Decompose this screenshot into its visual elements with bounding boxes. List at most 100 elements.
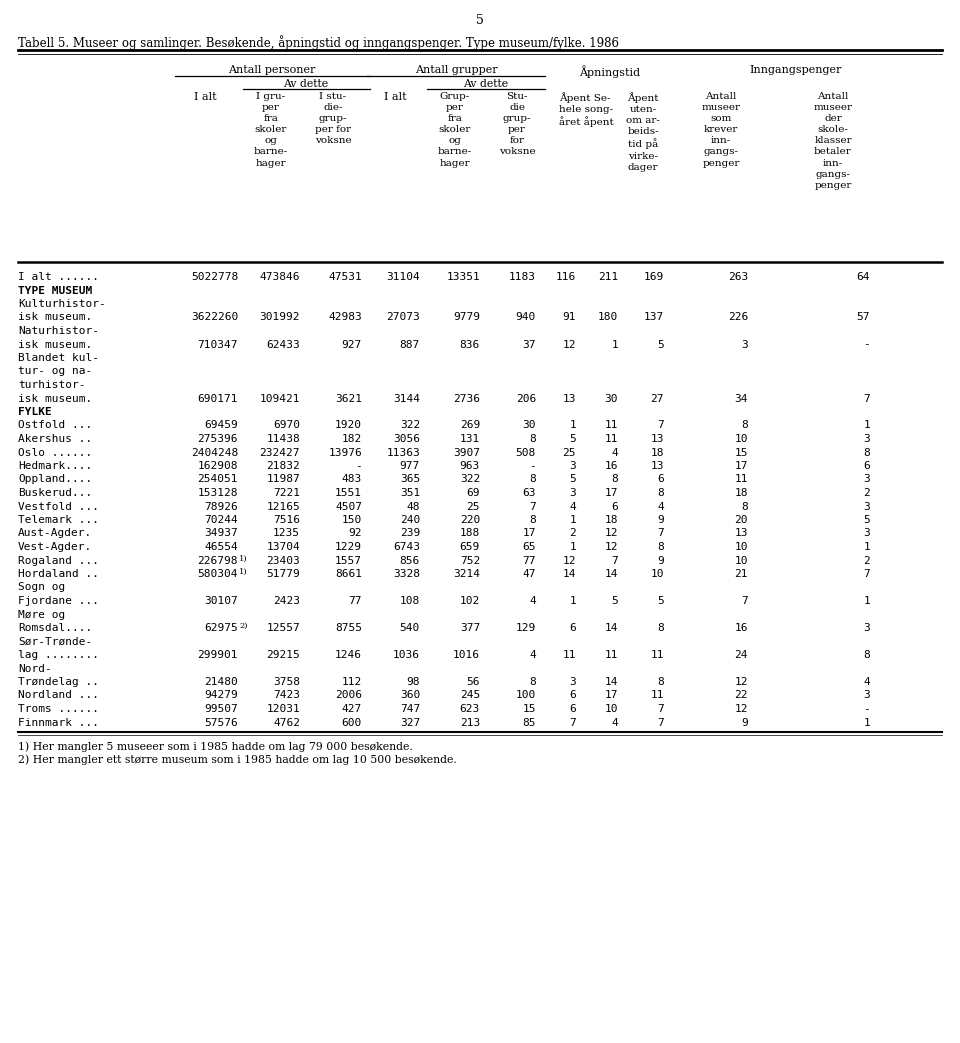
Text: 98: 98 [406,677,420,687]
Text: 1183: 1183 [509,272,536,282]
Text: Grup-
per
fra
skoler
og
barne-
hager: Grup- per fra skoler og barne- hager [438,92,472,168]
Text: 7: 7 [658,420,664,431]
Text: 21: 21 [734,569,748,579]
Text: 6743: 6743 [393,542,420,552]
Text: 129: 129 [516,623,536,633]
Text: 10: 10 [605,704,618,714]
Text: 7: 7 [529,502,536,511]
Text: 327: 327 [399,718,420,728]
Text: 85: 85 [522,718,536,728]
Text: 188: 188 [460,529,480,538]
Text: 1): 1) [239,555,248,562]
Text: 62433: 62433 [266,340,300,349]
Text: Nordland ...: Nordland ... [18,690,99,701]
Text: 77: 77 [348,596,362,606]
Text: 322: 322 [460,475,480,485]
Text: -: - [529,461,536,471]
Text: Hordaland ..: Hordaland .. [18,569,99,579]
Text: 102: 102 [460,596,480,606]
Text: 580304: 580304 [198,569,238,579]
Text: 11: 11 [605,650,618,660]
Text: Fjordane ...: Fjordane ... [18,596,99,606]
Text: 2006: 2006 [335,690,362,701]
Text: Stu-
die
grup-
per
for
voksne: Stu- die grup- per for voksne [498,92,536,156]
Text: turhistor-: turhistor- [18,380,85,390]
Text: Romsdal....: Romsdal.... [18,623,92,633]
Text: Ostfold ...: Ostfold ... [18,420,92,431]
Text: 150: 150 [342,515,362,525]
Text: 7: 7 [612,556,618,565]
Text: 3: 3 [569,461,576,471]
Text: 7: 7 [863,393,870,404]
Text: 8661: 8661 [335,569,362,579]
Text: 12: 12 [605,542,618,552]
Text: 13704: 13704 [266,542,300,552]
Text: 8: 8 [612,475,618,485]
Text: Telemark ...: Telemark ... [18,515,99,525]
Text: 14: 14 [605,569,618,579]
Text: 14: 14 [563,569,576,579]
Text: 1: 1 [569,596,576,606]
Text: 2: 2 [569,529,576,538]
Text: 29215: 29215 [266,650,300,660]
Text: 17: 17 [605,690,618,701]
Text: 27: 27 [651,393,664,404]
Text: 6: 6 [569,704,576,714]
Text: 254051: 254051 [198,475,238,485]
Text: Sogn og: Sogn og [18,582,65,592]
Text: 659: 659 [460,542,480,552]
Text: 2): 2) [239,622,248,630]
Text: 109421: 109421 [259,393,300,404]
Text: 836: 836 [460,340,480,349]
Text: 34937: 34937 [204,529,238,538]
Text: 3214: 3214 [453,569,480,579]
Text: 13976: 13976 [328,447,362,458]
Text: 1: 1 [863,420,870,431]
Text: 8: 8 [863,650,870,660]
Text: 3: 3 [863,690,870,701]
Text: 8: 8 [658,623,664,633]
Text: 7: 7 [658,718,664,728]
Text: 856: 856 [399,556,420,565]
Text: 112: 112 [342,677,362,687]
Text: 30107: 30107 [204,596,238,606]
Text: tur- og na-: tur- og na- [18,366,92,377]
Text: 1: 1 [569,542,576,552]
Text: 9: 9 [658,515,664,525]
Text: Sør-Trønde-: Sør-Trønde- [18,636,92,647]
Text: 365: 365 [399,475,420,485]
Text: Blandet kul-: Blandet kul- [18,353,99,363]
Text: 9779: 9779 [453,313,480,322]
Text: 752: 752 [460,556,480,565]
Text: Møre og: Møre og [18,609,65,620]
Text: 11: 11 [651,650,664,660]
Text: Antall grupper: Antall grupper [415,65,497,75]
Text: 69459: 69459 [204,420,238,431]
Text: Hedmark....: Hedmark.... [18,461,92,471]
Text: Troms ......: Troms ...... [18,704,99,714]
Text: -: - [863,340,870,349]
Text: 1: 1 [569,420,576,431]
Text: Tabell 5. Museer og samlinger. Besøkende, åpningstid og inngangspenger. Type mus: Tabell 5. Museer og samlinger. Besøkende… [18,35,619,50]
Text: 351: 351 [399,488,420,498]
Text: 13351: 13351 [446,272,480,282]
Text: 1: 1 [863,718,870,728]
Text: 1246: 1246 [335,650,362,660]
Text: Antall
museer
som
krever
inn-
gangs-
penger: Antall museer som krever inn- gangs- pen… [702,92,740,168]
Text: Vestfold ...: Vestfold ... [18,502,99,511]
Text: 2404248: 2404248 [191,447,238,458]
Text: 6: 6 [569,690,576,701]
Text: 508: 508 [516,447,536,458]
Text: 690171: 690171 [198,393,238,404]
Text: 9: 9 [658,556,664,565]
Text: 7: 7 [658,529,664,538]
Text: 377: 377 [460,623,480,633]
Text: 3622260: 3622260 [191,313,238,322]
Text: 51779: 51779 [266,569,300,579]
Text: 1: 1 [863,542,870,552]
Text: 11: 11 [651,690,664,701]
Text: Åpent
uten-
om ar-
beids-
tid på
virke-
dager: Åpent uten- om ar- beids- tid på virke- … [626,92,660,172]
Text: 10: 10 [734,542,748,552]
Text: 3144: 3144 [393,393,420,404]
Text: Trøndelag ..: Trøndelag .. [18,677,99,687]
